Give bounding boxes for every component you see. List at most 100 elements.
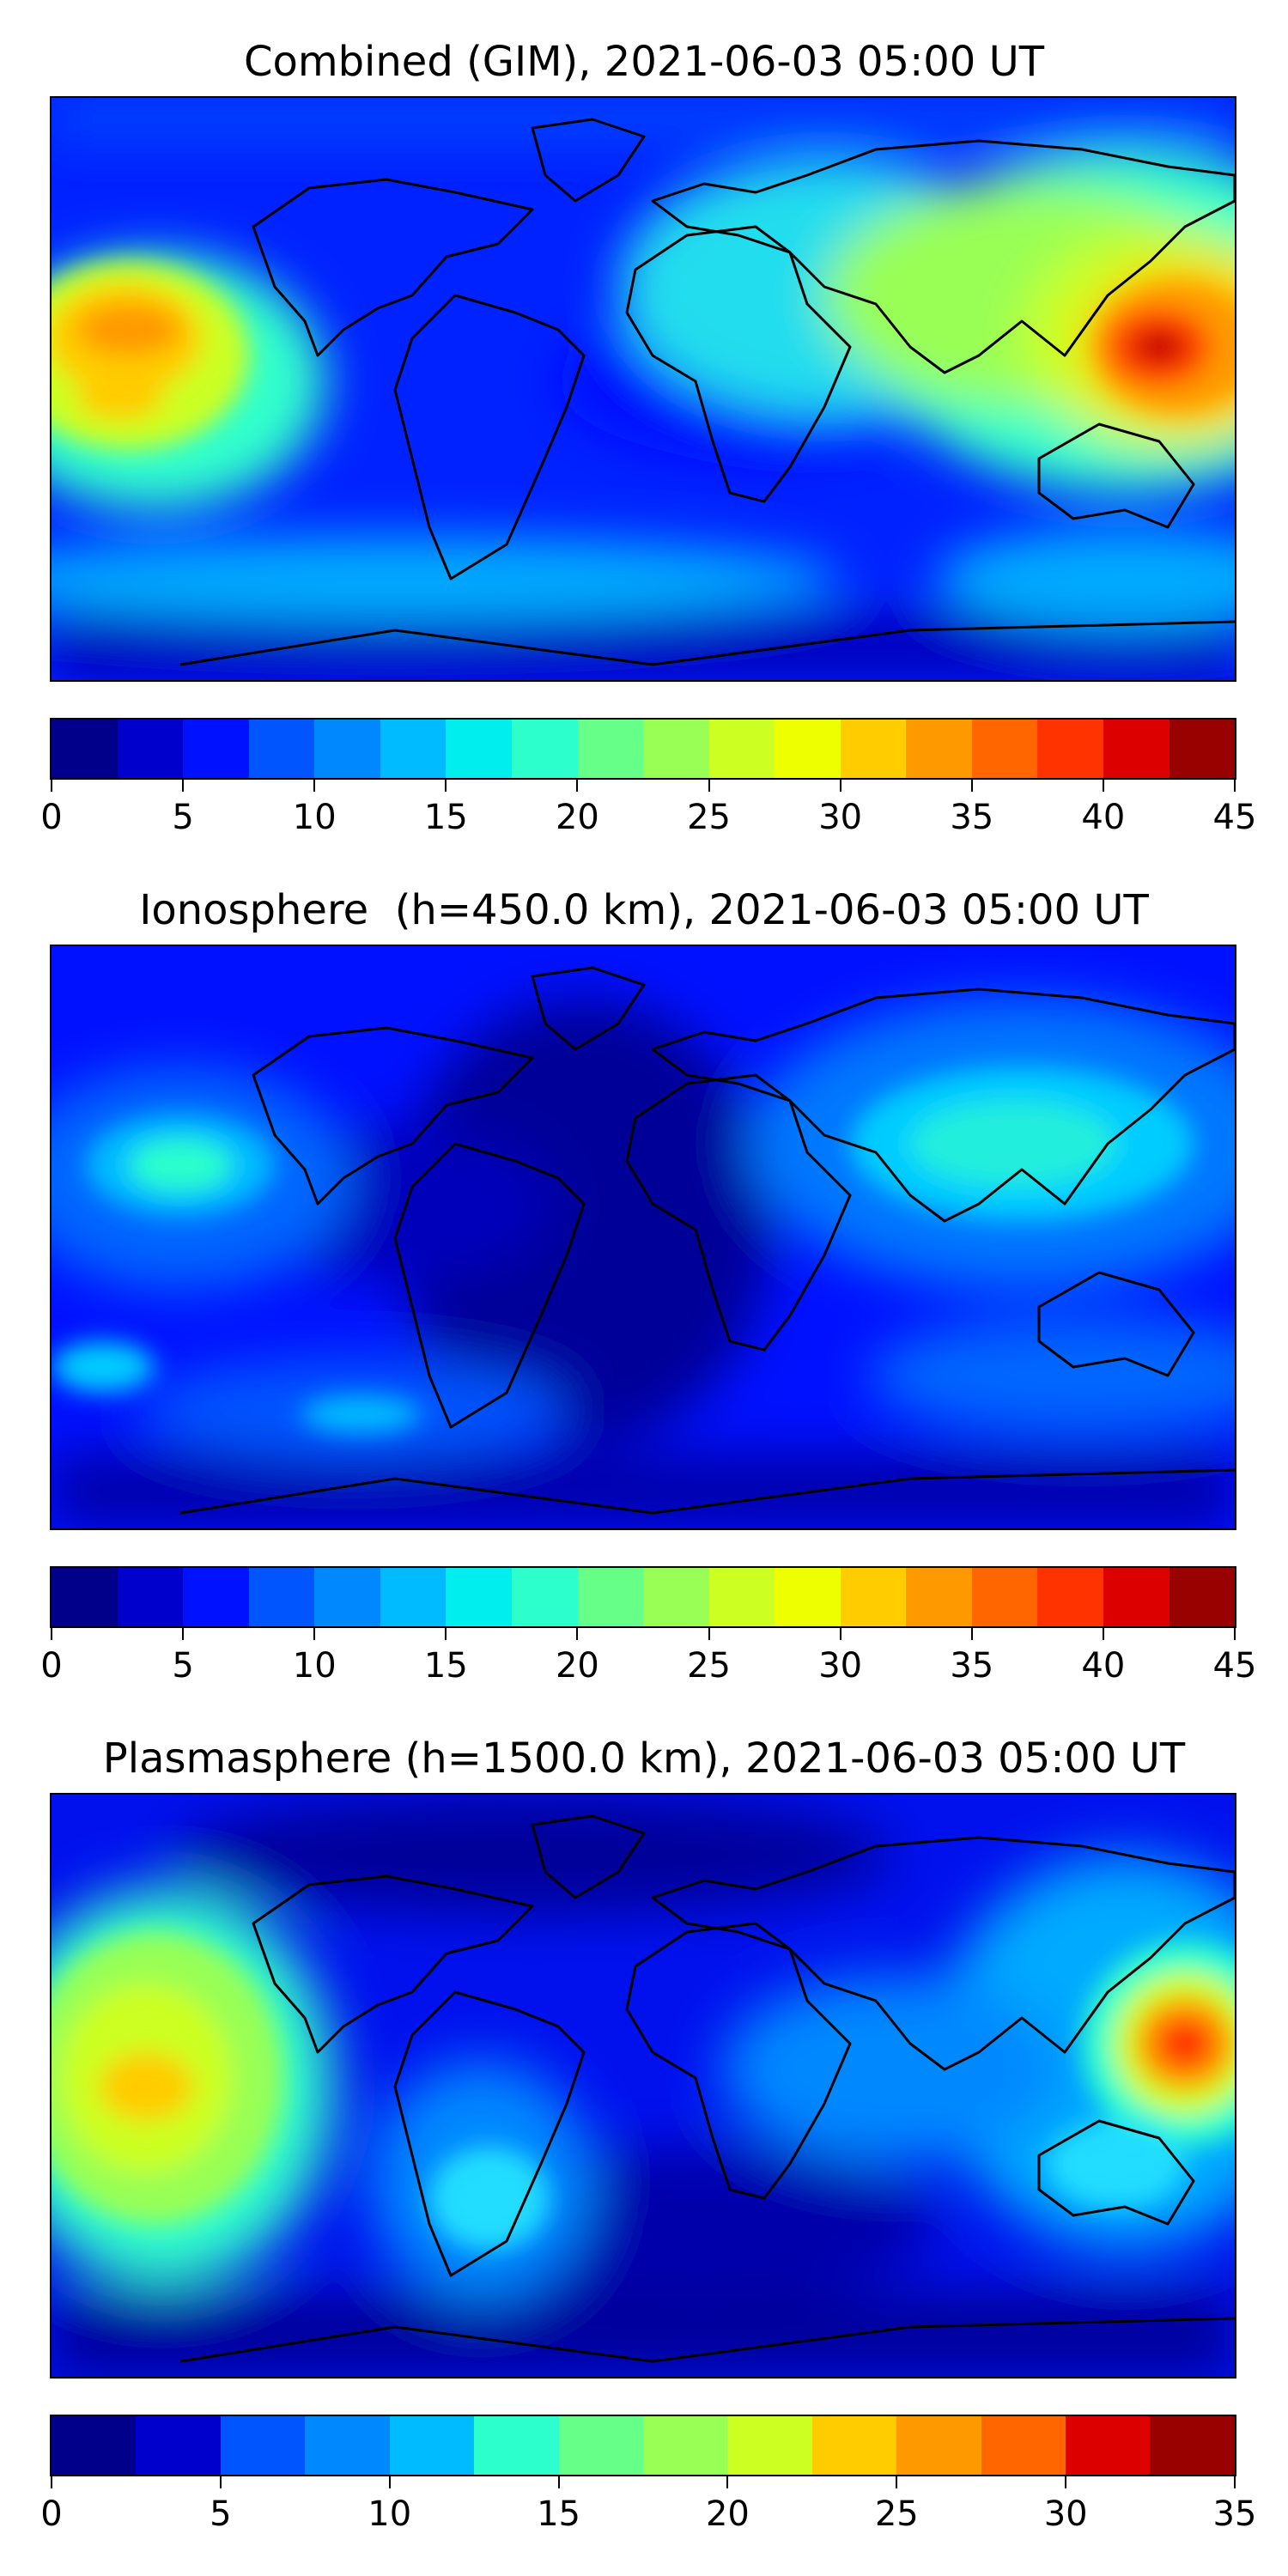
colorbar-tick-label: 15 [423, 1646, 468, 1686]
colorbar-segment [117, 1568, 184, 1626]
colorbar-tick [182, 1628, 185, 1640]
colorbar-tick [726, 2476, 729, 2488]
colorbar-tick [51, 2476, 52, 2488]
colorbar-tick-label: 30 [818, 798, 863, 837]
colorbar-segment [248, 1568, 315, 1626]
colorbar-segment [981, 2416, 1066, 2475]
colorbar-segment [305, 2416, 390, 2475]
chart-title: Combined (GIM), 2021-06-03 05:00 UT [243, 38, 1045, 86]
colorbar-tick [445, 1628, 447, 1640]
colorbar-tick-label: 25 [687, 798, 731, 837]
colorbar-tick-label: 20 [555, 1646, 599, 1686]
colorbar-segment [906, 720, 972, 778]
colorbar-segment [511, 1568, 578, 1626]
colorbar-tick [557, 2476, 560, 2488]
colorbar-tick-label: 15 [537, 2494, 581, 2534]
colorbar-segment [183, 720, 249, 778]
colorbar-tick-label: 30 [818, 1646, 863, 1686]
colorbar-tick-label: 45 [1212, 1646, 1257, 1686]
colorbar-segment [643, 720, 709, 778]
colorbar-segment [136, 2416, 221, 2475]
chart-title: Plasmasphere (h=1500.0 km), 2021-06-03 0… [102, 1735, 1186, 1783]
colorbar-segment [183, 1568, 249, 1626]
colorbar-segment [1169, 1568, 1235, 1626]
colorbar-ticks: 0 5 10 15 20 25 30 35 40 45 [40, 1628, 1256, 1685]
colorbar-segment [775, 1568, 841, 1626]
colorbar-segment [1037, 720, 1103, 778]
tec-map [50, 1793, 1236, 2379]
colorbar-tick [445, 780, 447, 792]
colorbar-segment [971, 1568, 1038, 1626]
combined-map-svg [52, 98, 1235, 680]
colorbar-tick-label: 0 [40, 2494, 63, 2534]
colorbar-tick-label: 40 [1081, 1646, 1126, 1686]
colorbar-segment [511, 720, 578, 778]
colorbar-tick [576, 780, 579, 792]
colorbar-segment [248, 720, 315, 778]
colorbar-segment [446, 1568, 512, 1626]
colorbar-ticks: 0 5 10 15 20 25 30 35 40 45 [40, 780, 1256, 836]
colorbar-segment [52, 2416, 137, 2475]
colorbar-segment [840, 1568, 907, 1626]
colorbar-tick [708, 780, 710, 792]
colorbar-tick [313, 780, 316, 792]
colorbar-tick-label: 30 [1043, 2494, 1088, 2534]
colorbar-segment [1103, 720, 1170, 778]
colorbar-tick [1234, 1628, 1236, 1640]
colorbar-segment [52, 1568, 118, 1626]
colorbar-ticks: 0 5 10 15 20 25 30 35 [40, 2476, 1256, 2533]
colorbar-tick-label: 20 [705, 2494, 750, 2534]
colorbar-tick [182, 780, 185, 792]
colorbar-tick [576, 1628, 579, 1640]
colorbar [50, 1566, 1236, 1628]
colorbar-tick [708, 1628, 710, 1640]
colorbar-segment [117, 720, 184, 778]
colorbar-tick [388, 2476, 391, 2488]
colorbar-segment [811, 2416, 897, 2475]
colorbar-segment [446, 720, 512, 778]
colorbar-segment [643, 1568, 709, 1626]
colorbar-segment [380, 1568, 447, 1626]
colorbar-segment [474, 2416, 559, 2475]
tec-map [50, 96, 1236, 682]
colorbar-segment [1037, 1568, 1103, 1626]
colorbar-tick [1234, 780, 1236, 792]
colorbar-tick-label: 25 [874, 2494, 919, 2534]
colorbar-segment [1169, 720, 1235, 778]
colorbar-tick-label: 10 [292, 1646, 337, 1686]
colorbar-tick [51, 780, 52, 792]
colorbar-tick-label: 35 [950, 798, 994, 837]
colorbar [50, 718, 1236, 780]
colorbar-tick [313, 1628, 316, 1640]
colorbar-tick [219, 2476, 222, 2488]
colorbar-segment [775, 720, 841, 778]
colorbar-tick-label: 0 [40, 1646, 63, 1686]
colorbar-segment [708, 1568, 775, 1626]
colorbar-segment [577, 1568, 644, 1626]
colorbar-tick [1102, 1628, 1104, 1640]
colorbar-segment [727, 2416, 812, 2475]
colorbar [50, 2415, 1236, 2476]
ionosphere-map-svg [52, 946, 1235, 1528]
colorbar-segment [896, 2416, 981, 2475]
colorbar-tick-label: 25 [687, 1646, 731, 1686]
colorbar-segment [1066, 2416, 1151, 2475]
colorbar-tick-label: 5 [172, 1646, 194, 1686]
colorbar-tick [839, 780, 841, 792]
colorbar-tick [51, 1628, 52, 1640]
colorbar-segment [708, 720, 775, 778]
colorbar-segment [642, 2416, 728, 2475]
colorbar-tick [970, 1628, 973, 1640]
colorbar-tick [970, 780, 973, 792]
colorbar-tick [1234, 2476, 1236, 2488]
colorbar-segment [389, 2416, 475, 2475]
colorbar-tick-label: 40 [1081, 798, 1126, 837]
colorbar-segment [906, 1568, 972, 1626]
plasmasphere-map-svg [52, 1795, 1235, 2377]
colorbar-segment [1150, 2416, 1235, 2475]
colorbar-segment [577, 720, 644, 778]
colorbar-tick-label: 10 [292, 798, 337, 837]
colorbar-tick-label: 5 [210, 2494, 232, 2534]
colorbar-segment [380, 720, 447, 778]
colorbar-tick [1065, 2476, 1067, 2488]
